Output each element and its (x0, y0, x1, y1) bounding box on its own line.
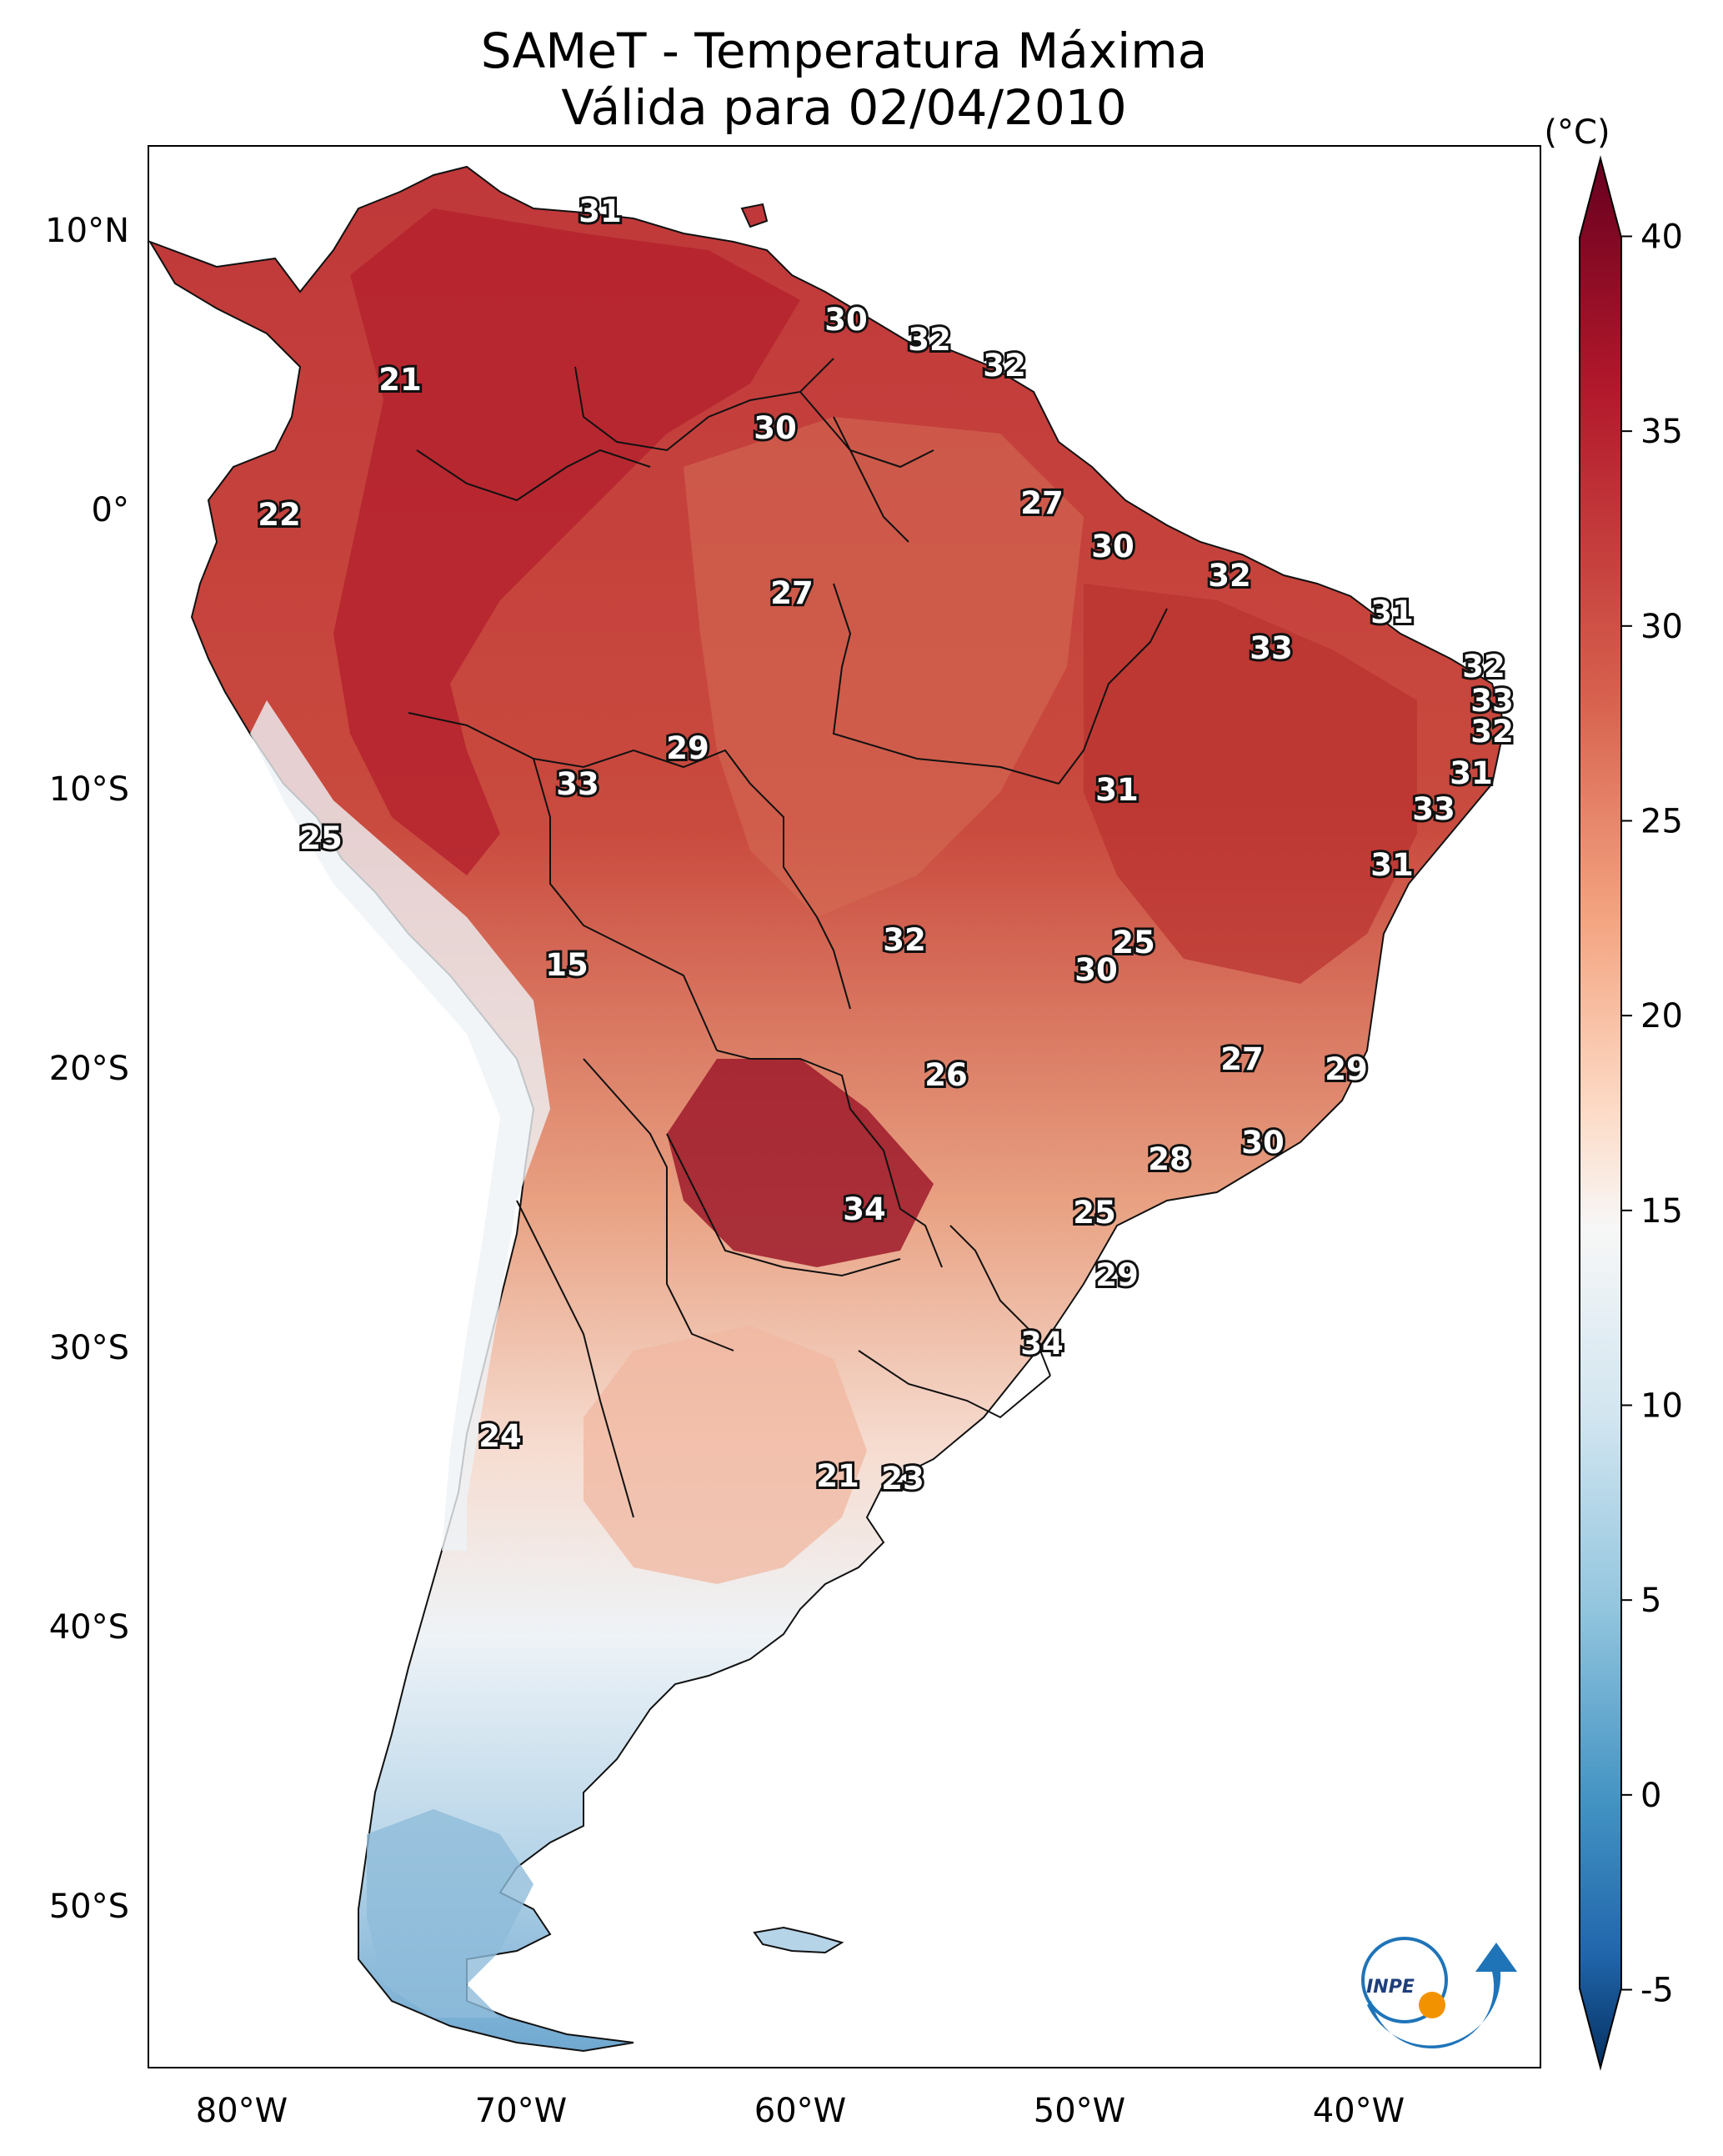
lon-tick: 70°W (475, 2092, 567, 2130)
contour-label: 33 (556, 766, 599, 802)
colorbar-tick-label: 10 (1640, 1387, 1683, 1426)
lat-tick: 40°S (49, 1608, 129, 1647)
contour-label: 21 (816, 1458, 859, 1494)
contour-label: 33 (1250, 630, 1293, 666)
land-layer (148, 165, 1506, 2053)
hot-region-chaco (667, 1059, 934, 1267)
contour-label: 31 (1450, 755, 1493, 791)
contour-label: 30 (754, 410, 797, 446)
contour-label: 31 (1370, 594, 1414, 630)
contour-label: 27 (1220, 1041, 1264, 1077)
longitude-axis: 80°W 70°W 60°W 50°W 40°W (196, 2092, 1405, 2130)
contour-label: 27 (1020, 485, 1064, 521)
contour-label: 31 (579, 193, 622, 229)
lon-tick: 80°W (196, 2092, 288, 2130)
colorbar-body (1579, 155, 1622, 2071)
contour-label: 29 (1325, 1051, 1368, 1087)
contour-label: 31 (1095, 772, 1139, 808)
contour-label: 30 (1241, 1125, 1285, 1161)
lon-tick: 40°W (1313, 2092, 1405, 2130)
contour-label: 21 (378, 362, 422, 398)
pampa-region (584, 1326, 867, 1584)
contour-label: 22 (258, 497, 301, 533)
contour-label: 29 (666, 730, 709, 766)
lat-tick: 10°S (49, 770, 129, 809)
contour-label: 24 (478, 1418, 522, 1454)
contour-label: 27 (770, 575, 814, 611)
map-title: SAMeT - Temperatura Máxima (480, 23, 1208, 79)
colorbar-tick-label: 25 (1640, 802, 1683, 840)
contour-label: 28 (1148, 1141, 1191, 1177)
lat-tick: 50°S (49, 1888, 129, 1926)
contour-label: 29 (1095, 1257, 1139, 1293)
colorbar-tick-label: 40 (1640, 218, 1683, 256)
contour-label: 32 (1470, 714, 1514, 750)
contour-label: 30 (824, 302, 868, 338)
contour-label: 31 (1370, 847, 1414, 883)
contour-label: 15 (545, 947, 589, 983)
hot-region-east (1084, 584, 1417, 984)
lat-tick: 0° (92, 491, 129, 529)
lon-tick: 60°W (754, 2092, 846, 2130)
cool-region-andes (250, 700, 550, 1551)
contour-label: 34 (843, 1191, 886, 1227)
colorbar-tick-label: 5 (1640, 1582, 1661, 1620)
contour-label: 32 (883, 922, 926, 958)
lon-tick: 50°W (1034, 2092, 1125, 2130)
contour-label: 25 (299, 820, 343, 856)
contour-labels: 31 21 30 32 32 30 22 27 30 27 32 31 33 3… (255, 191, 1516, 1499)
contour-label: 30 (1091, 529, 1134, 564)
falkland-islands (753, 1926, 844, 1954)
contour-label: 32 (1208, 558, 1251, 594)
contour-label: 30 (1074, 952, 1118, 988)
warm-region-central (684, 417, 1084, 917)
contour-label: 25 (1073, 1195, 1116, 1231)
contour-label: 33 (1470, 683, 1514, 719)
hot-region-north (333, 208, 800, 875)
colorbar-tick-label: -5 (1640, 1972, 1674, 2010)
colorbar-ticks: 40 35 30 25 20 15 10 5 0 -5 (1621, 218, 1683, 2010)
inpe-logo: INPE (1361, 1937, 1517, 2049)
colorbar-tick-label: 20 (1640, 997, 1683, 1035)
latitude-axis: 10°N 0° 10°S 20°S 30°S 40°S 50°S (45, 212, 129, 1926)
colorbar-tick-label: 35 (1640, 413, 1683, 451)
contour-label: 32 (908, 322, 951, 358)
patagonia-cold (367, 1809, 533, 2018)
colorbar-tick-label: 30 (1640, 608, 1683, 646)
trinidad-island (740, 203, 769, 228)
colorbar-tick-label: 15 (1640, 1192, 1683, 1231)
contour-label: 23 (881, 1461, 924, 1497)
contour-label: 25 (1112, 925, 1155, 960)
contour-label: 33 (1412, 791, 1455, 827)
lat-tick: 20°S (49, 1050, 129, 1088)
colorbar-unit: (°C) (1544, 113, 1610, 152)
country-borders (408, 358, 1168, 1518)
colorbar-tick-label: 0 (1640, 1777, 1661, 1815)
contour-label: 34 (1020, 1326, 1064, 1361)
lat-tick: 10°N (45, 212, 129, 250)
contour-label: 26 (924, 1057, 968, 1093)
contour-label: 32 (983, 348, 1026, 384)
inpe-logo-text: INPE (1366, 1977, 1415, 1998)
lat-tick: 30°S (49, 1329, 129, 1367)
map-subtitle: Válida para 02/04/2010 (561, 79, 1127, 136)
colorbar: (°C) 40 35 30 25 20 15 10 5 0 -5 (1544, 113, 1683, 2071)
contour-label: 32 (1462, 649, 1505, 684)
